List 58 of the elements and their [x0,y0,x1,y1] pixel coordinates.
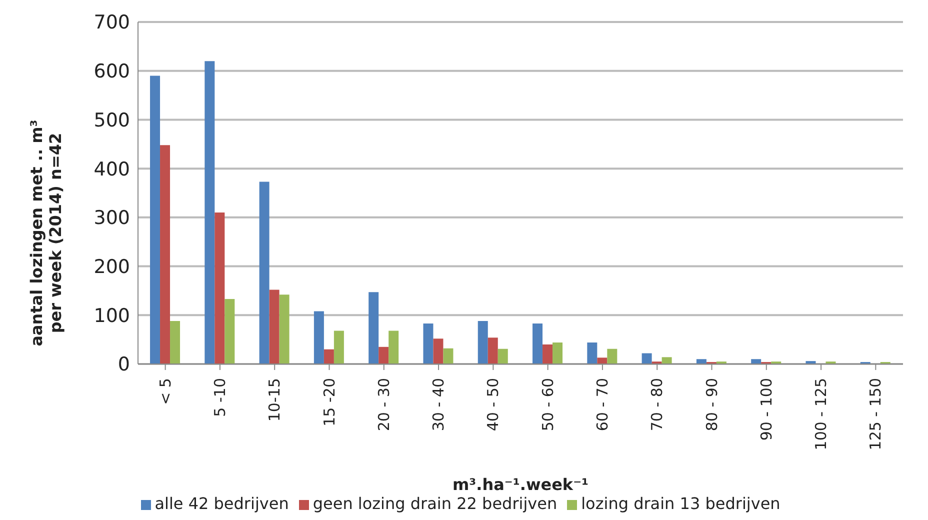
bar [314,311,324,364]
y-tick-label: 0 [118,354,130,376]
bar [433,338,444,364]
bar [150,76,160,364]
x-tick-label: 90 - 100 [757,378,776,441]
bar [488,338,498,364]
bar [269,290,280,364]
y-tick-label: 400 [94,158,130,180]
bar [259,182,270,364]
bar [542,344,553,364]
y-tick-label: 600 [94,60,130,83]
bar [170,321,180,364]
bar [532,323,543,364]
bar [204,61,215,364]
x-axis-title: m³.ha⁻¹.week⁻¹ [452,475,589,494]
bar [751,359,762,364]
bar [662,357,672,364]
x-tick-label: 50 - 60 [538,378,557,432]
bar [334,330,344,364]
x-tick-label: 10-15 [266,378,284,422]
bar [597,358,608,364]
bar [642,353,652,364]
y-tick-label: 100 [94,304,130,327]
x-tick-label: < 5 [156,378,174,405]
bar [696,359,706,364]
bar [443,348,454,364]
bar [423,323,434,364]
bar [498,348,508,364]
bar [160,145,170,364]
bar [587,342,598,364]
x-tick-label: 30 - 40 [430,378,448,432]
x-tick-label: 100 - 125 [812,378,830,450]
y-axis-title: aantal lozingen met .. m³ per week (2014) n=42 [27,120,65,346]
x-tick-label: 40 - 50 [484,378,502,432]
x-tick-label: 70 - 80 [648,378,666,432]
y-tick-label: 300 [94,207,130,230]
y-tick-label: 200 [94,256,130,278]
bar [224,299,235,364]
bar [368,292,379,364]
legend-label: alle 42 bedrijven [154,494,289,513]
bar [478,321,488,364]
y-tick-label: 500 [94,109,130,132]
bar [607,348,618,364]
bar [279,294,290,364]
x-tick-label: 15 -20 [320,378,338,426]
y-tick-label: 700 [94,12,130,34]
bar [324,349,334,364]
bar [552,342,563,364]
bar [388,330,399,364]
bar [378,346,389,364]
x-tick-label: 80 - 90 [702,378,721,432]
x-tick-label: 125 - 150 [866,378,885,450]
x-tick-label: 5 -10 [210,378,229,417]
x-tick-label: 20 - 30 [374,378,393,432]
legend-label: lozing drain 13 bedrijven [581,494,780,513]
bar [214,212,225,364]
x-tick-label: 60 - 70 [593,378,612,432]
legend-label: geen lozing drain 22 bedrijven [312,494,558,513]
